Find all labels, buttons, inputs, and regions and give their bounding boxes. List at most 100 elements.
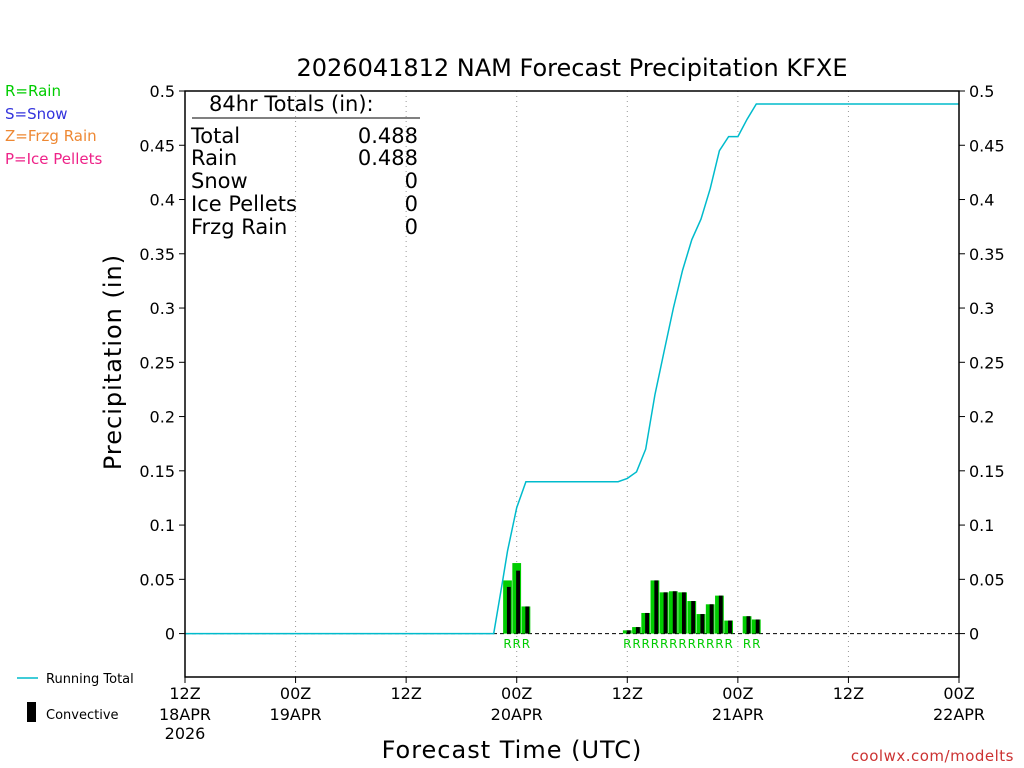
ptype-label-2-1: R: [752, 637, 760, 651]
totals-label-total: Total: [190, 124, 240, 148]
totals-value-snow: 0: [405, 169, 418, 193]
ptype-label-1-2: R: [642, 637, 650, 651]
ptype-label-1-3: R: [651, 637, 659, 651]
ytick-label-left-3: 0.15: [139, 462, 175, 481]
ytick-label-right-7: 0.35: [969, 245, 1005, 264]
ptype-label-0-2: R: [522, 637, 530, 651]
xtick-label-7: 00Z: [943, 684, 974, 703]
y-axis-label: Precipitation (in): [99, 254, 127, 470]
xtick-date-3: 20APR: [491, 705, 543, 724]
ptype-label-1-10: R: [715, 637, 723, 651]
ytick-label-left-6: 0.3: [150, 299, 175, 318]
totals-label-rain: Rain: [191, 146, 237, 170]
totals-box: 84hr Totals (in): Total 0.488 Rain 0.488…: [190, 92, 420, 239]
ptype-label-0-1: R: [513, 637, 521, 651]
ytick-label-right-5: 0.25: [969, 353, 1005, 372]
xtick-label-0: 12Z: [169, 684, 200, 703]
convective-bar-15: [746, 616, 751, 634]
ytick-label-right-4: 0.2: [969, 408, 994, 427]
convective-bar-4: [635, 627, 640, 634]
ytick-label-right-8: 0.4: [969, 191, 994, 210]
x-axis-label: Forecast Time (UTC): [382, 736, 643, 764]
grid-lines: [295, 91, 849, 677]
ptype-label-2-0: R: [743, 637, 751, 651]
convective-bar-12: [709, 604, 714, 634]
ptype-label-0-0: R: [503, 637, 511, 651]
ptype-label-1-8: R: [697, 637, 705, 651]
ytick-label-right-9: 0.45: [969, 136, 1005, 155]
ptype-label-1-9: R: [706, 637, 714, 651]
ptype-label-1-0: R: [623, 637, 631, 651]
ytick-label-left-9: 0.45: [139, 136, 175, 155]
convective-bar-0: [506, 586, 511, 634]
xtick-label-5: 00Z: [722, 684, 753, 703]
ptype-label-1-1: R: [632, 637, 640, 651]
legend-running-total: Running Total: [46, 672, 134, 687]
convective-bar-13: [718, 595, 723, 634]
totals-value-rain: 0.488: [358, 146, 418, 170]
xtick-label-3: 00Z: [501, 684, 532, 703]
totals-label-ice-pellets: Ice Pellets: [191, 192, 297, 216]
legend-convective: Convective: [46, 708, 119, 723]
totals-label-snow: Snow: [191, 169, 248, 193]
ytick-label-right-1: 0.05: [969, 570, 1005, 589]
ytick-label-left-5: 0.25: [139, 353, 175, 372]
xtick-label-2: 12Z: [390, 684, 421, 703]
totals-value-total: 0.488: [358, 124, 418, 148]
convective-bar-6: [654, 580, 659, 634]
convective-bar-16: [755, 619, 760, 634]
convective-bar-9: [681, 592, 686, 634]
xtick-date-5: 21APR: [712, 705, 764, 724]
chart-title: 2026041812 NAM Forecast Precipitation KF…: [296, 54, 847, 82]
convective-bar-8: [672, 591, 677, 634]
ytick-label-right-3: 0.15: [969, 462, 1005, 481]
convective-bar-14: [728, 620, 732, 634]
ytick-label-left-2: 0.1: [150, 516, 175, 535]
xtick-date-7: 22APR: [933, 705, 985, 724]
convective-bar-7: [663, 592, 668, 634]
ptype-label-1-5: R: [669, 637, 677, 651]
totals-value-frzg-rain: 0: [405, 215, 418, 239]
xtick-date-0: 18APR: [159, 705, 211, 724]
xtick-date-1: 19APR: [270, 705, 322, 724]
ytick-label-left-0: 0: [165, 625, 175, 644]
ytick-label-left-4: 0.2: [150, 408, 175, 427]
xtick-year-0: 2026: [165, 724, 206, 743]
totals-value-ice-pellets: 0: [405, 192, 418, 216]
y-axis-right: 0 0.05 0.1 0.15 0.2 0.25 0.3 0.35 0.4 0.45 0.5: [959, 82, 1005, 644]
convective-bar-5: [645, 612, 650, 634]
running-total-line: [185, 103, 959, 635]
legend-ice-pellets: P=Ice Pellets: [5, 150, 102, 168]
ytick-label-right-6: 0.3: [969, 299, 994, 318]
convective-swatch: [27, 702, 36, 722]
ytick-label-right-2: 0.1: [969, 516, 994, 535]
plot-frame: [184, 90, 960, 678]
legend-snow: S=Snow: [5, 105, 68, 123]
convective-bar-1: [516, 570, 521, 634]
credit-text: coolwx.com/modelts: [851, 747, 1014, 765]
legend: R=Rain S=Snow Z=Frzg Rain P=Ice Pellets …: [5, 82, 134, 723]
ptype-label-1-6: R: [678, 637, 686, 651]
legend-rain: R=Rain: [5, 82, 61, 100]
xtick-label-4: 12Z: [612, 684, 643, 703]
ptype-label-1-4: R: [660, 637, 668, 651]
ytick-label-right-0: 0: [969, 625, 979, 644]
xtick-label-6: 12Z: [833, 684, 864, 703]
convective-bar-2: [525, 606, 530, 634]
ytick-label-left-8: 0.4: [150, 191, 175, 210]
totals-label-frzg-rain: Frzg Rain: [191, 215, 287, 239]
y-axis-left: 0 0.05 0.1 0.15 0.2 0.25 0.3 0.35 0.4 0.45 0.5: [139, 82, 185, 644]
ytick-label-left-7: 0.35: [139, 245, 175, 264]
ptype-label-1-11: R: [724, 637, 732, 651]
convective-bar-3: [626, 630, 631, 634]
convective-bar-11: [700, 614, 705, 634]
convective-bar-10: [691, 601, 696, 634]
ytick-label-left-1: 0.05: [139, 570, 175, 589]
ytick-label-left-10: 0.5: [150, 82, 175, 101]
legend-frzg-rain: Z=Frzg Rain: [5, 127, 97, 145]
totals-heading: 84hr Totals (in):: [209, 92, 374, 116]
ptype-label-1-7: R: [688, 637, 696, 651]
